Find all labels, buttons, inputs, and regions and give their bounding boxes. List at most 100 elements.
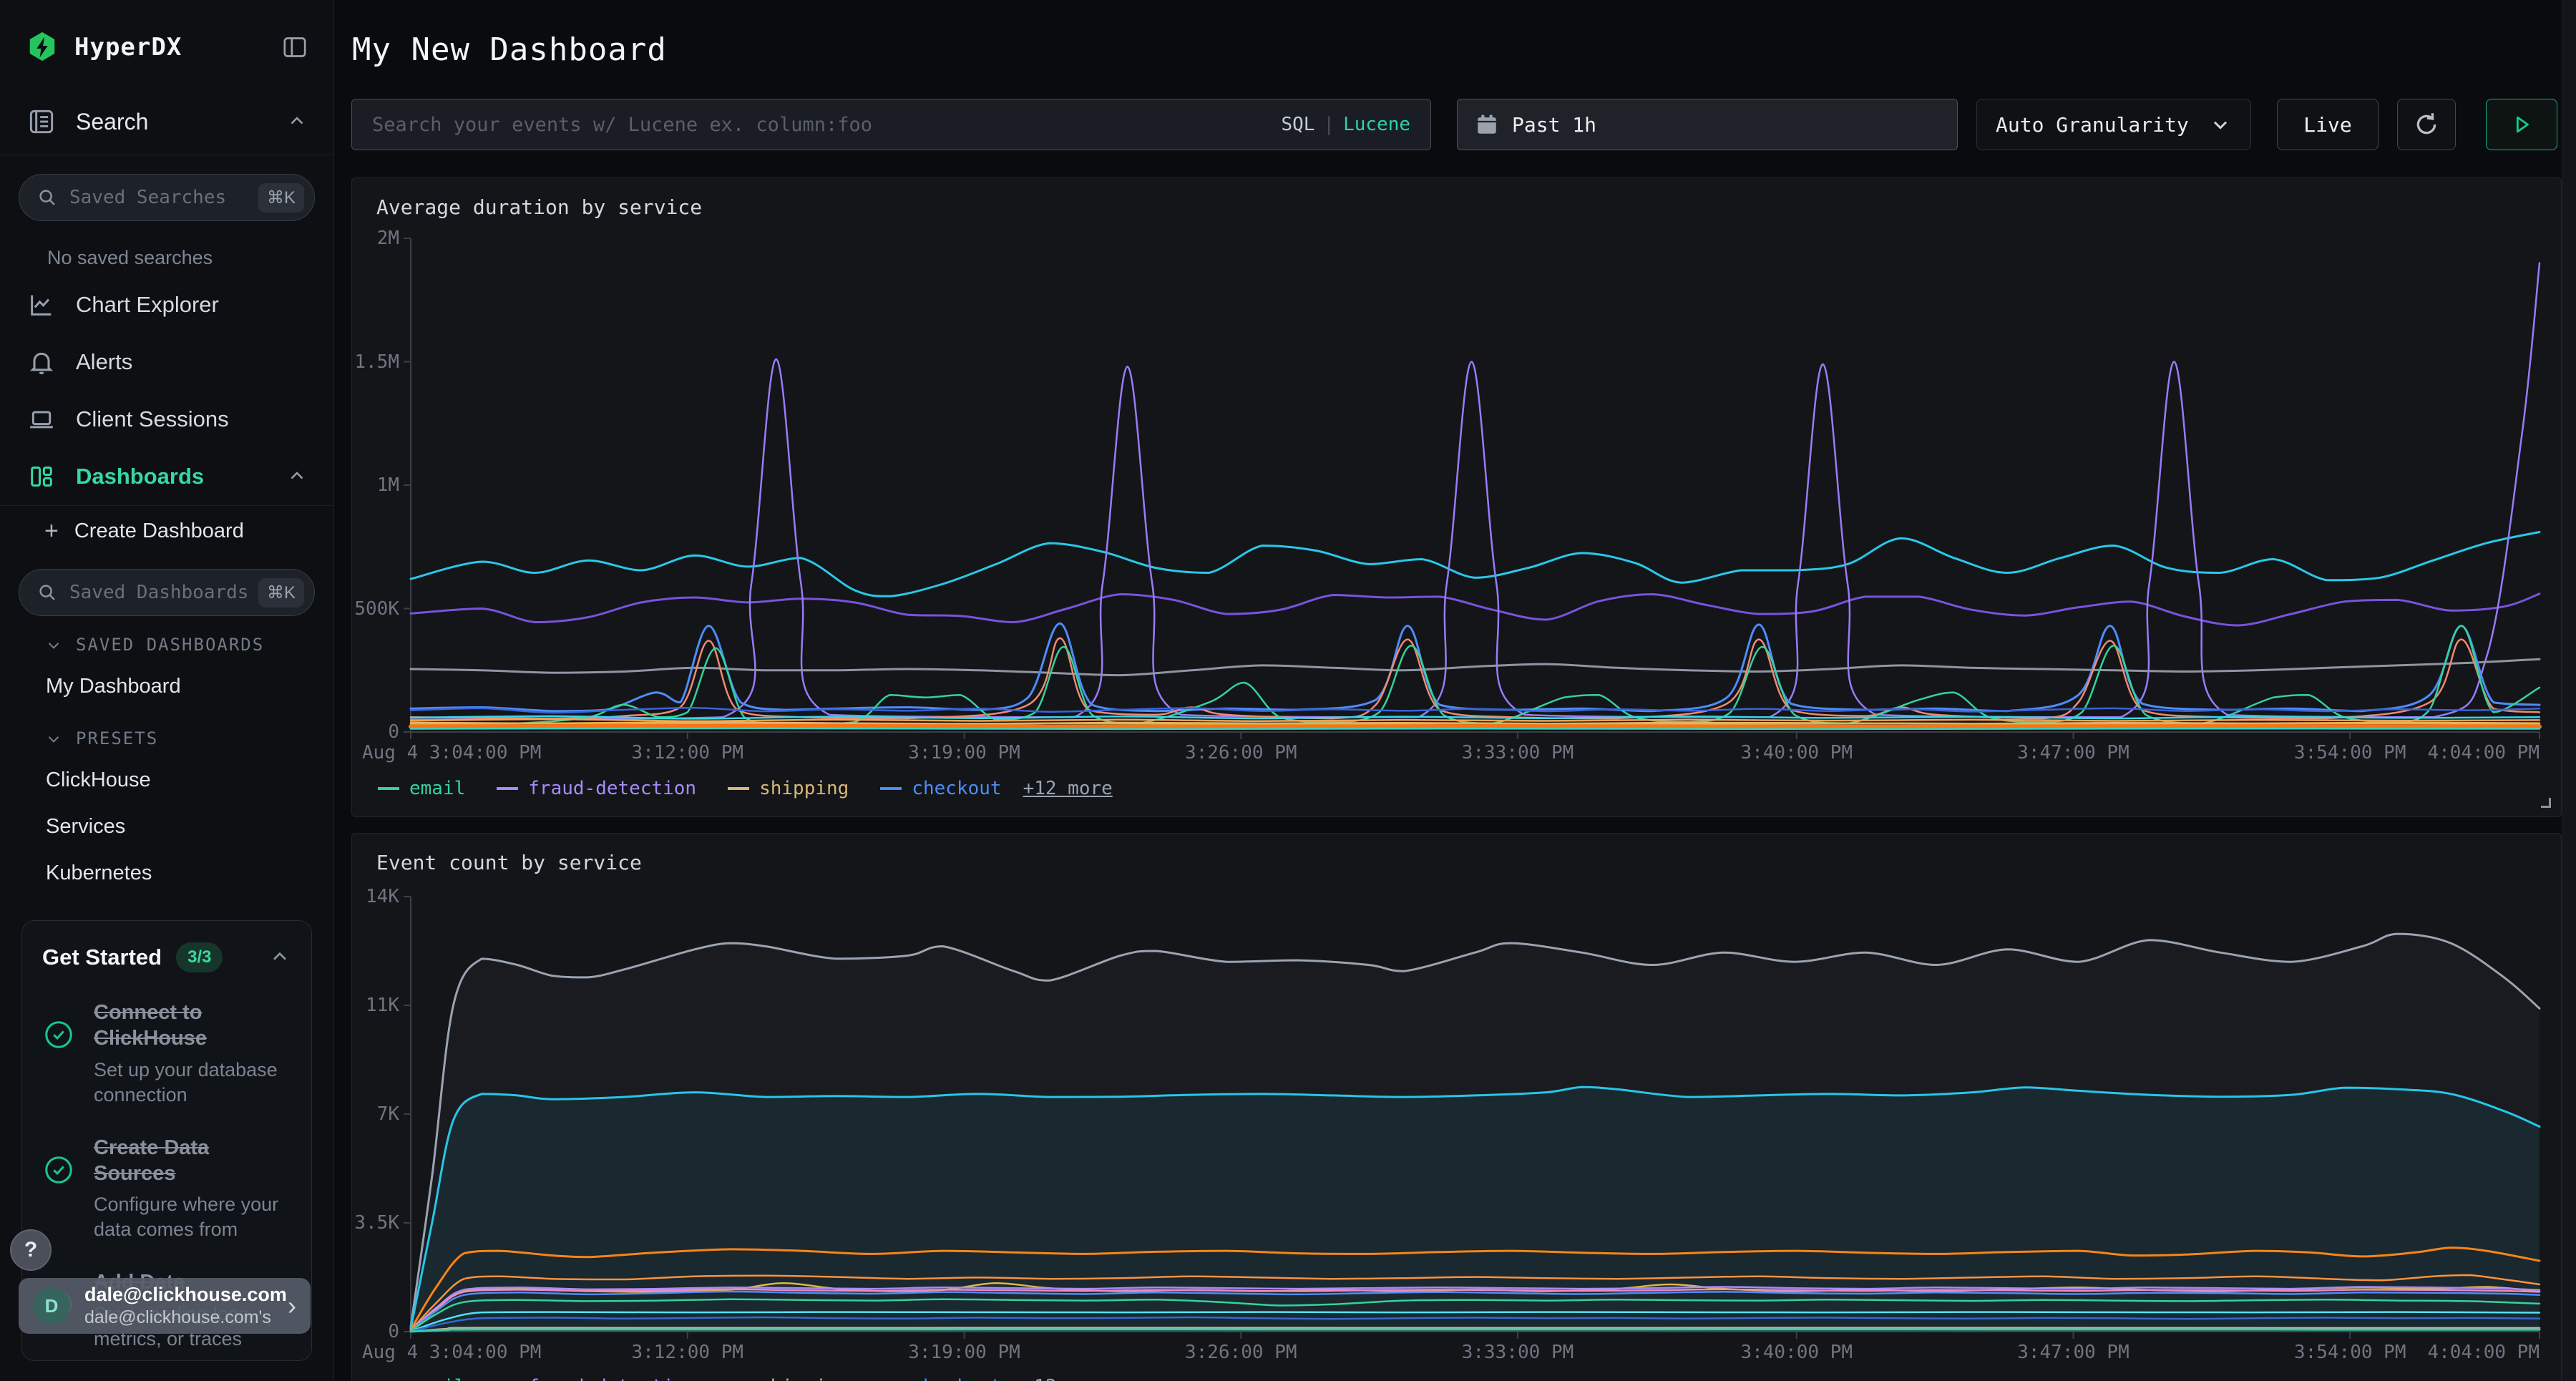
line-chart xyxy=(411,897,2540,1332)
get-started-item[interactable]: Connect to ClickHouse Set up your databa… xyxy=(42,1000,291,1108)
presets-header[interactable]: PRESETS xyxy=(0,710,333,757)
series-unlabeled-cyan xyxy=(411,532,2540,597)
legend-label: checkout xyxy=(912,778,1001,799)
presets-header-label: PRESETS xyxy=(76,728,158,748)
x-axis-tick-label: 3:40:00 PM xyxy=(1740,742,1853,763)
legend-dash xyxy=(880,787,902,790)
chevron-right-icon: › xyxy=(288,1291,296,1321)
legend-item-shipping[interactable]: shipping xyxy=(728,1376,849,1381)
x-axis-tick-label: 3:26:00 PM xyxy=(1185,1342,1297,1363)
x-axis-tick-label: 3:26:00 PM xyxy=(1185,742,1297,763)
legend-dash xyxy=(497,787,518,790)
refresh-button[interactable] xyxy=(2397,99,2456,150)
help-button[interactable]: ? xyxy=(10,1229,52,1271)
legend-item-checkout[interactable]: checkout xyxy=(880,778,1001,799)
sidebar-section-search[interactable]: Search xyxy=(0,89,333,155)
dashboards-label: Dashboards xyxy=(76,464,204,489)
y-axis-tick-label: 500K xyxy=(352,598,399,620)
search-section-icon xyxy=(26,106,57,137)
x-axis-tick-label: 3:12:00 PM xyxy=(631,742,743,763)
chevron-up-icon[interactable] xyxy=(268,946,291,969)
sidebar-item-kubernetes[interactable]: Kubernetes xyxy=(0,850,333,897)
y-axis-tick-label: 0 xyxy=(352,721,399,743)
page-title[interactable]: My New Dashboard xyxy=(352,31,667,68)
check-circle-icon xyxy=(42,1153,75,1243)
x-axis-tick-label: 3:54:00 PM xyxy=(2294,742,2406,763)
legend-item-email[interactable]: email xyxy=(378,1376,465,1381)
series-unlabeled-purple xyxy=(411,594,2540,625)
app-title: HyperDX xyxy=(74,33,182,62)
legend-item-checkout[interactable]: checkout xyxy=(880,1376,1001,1381)
sidebar-item-services[interactable]: Services xyxy=(0,804,333,850)
bell-icon xyxy=(26,348,57,376)
live-button[interactable]: Live xyxy=(2277,99,2379,150)
sidebar-item-client-sessions[interactable]: Client Sessions xyxy=(0,391,333,448)
saved-searches-placeholder: Saved Searches xyxy=(69,187,226,208)
sidebar-item-alerts[interactable]: Alerts xyxy=(0,333,333,391)
hyperdx-logo-icon xyxy=(26,30,59,64)
get-started-item[interactable]: Create Data Sources Configure where your… xyxy=(42,1135,291,1243)
y-axis-tick-label: 1.5M xyxy=(352,351,399,373)
time-range-value: Past 1h xyxy=(1512,113,1596,137)
sidebar-collapse-icon[interactable] xyxy=(280,33,309,62)
shortcut-badge: ⌘K xyxy=(258,578,304,607)
sidebar-item-chart-explorer[interactable]: Chart Explorer xyxy=(0,276,333,333)
y-axis-tick-label: 2M xyxy=(352,228,399,249)
saved-searches-input[interactable]: Saved Searches ⌘K xyxy=(19,174,315,221)
sidebar: HyperDX Search Saved Searches ⌘K No save… xyxy=(0,0,334,1381)
check-circle-icon xyxy=(42,1018,75,1108)
y-axis-tick-label: 7K xyxy=(352,1103,399,1125)
sidebar-item-clickhouse[interactable]: ClickHouse xyxy=(0,757,333,804)
saved-dashboards-input[interactable]: Saved Dashboards ⌘K xyxy=(19,569,315,616)
time-range-picker[interactable]: Past 1h xyxy=(1457,99,1958,150)
plus-icon: + xyxy=(44,519,59,543)
run-query-button[interactable] xyxy=(2486,99,2557,150)
create-dashboard-label: Create Dashboard xyxy=(74,519,244,543)
legend-label: shipping xyxy=(759,778,849,799)
sql-mode-toggle[interactable]: SQL xyxy=(1281,114,1314,135)
x-axis-tick-label: 3:12:00 PM xyxy=(631,1342,743,1363)
play-icon xyxy=(2509,112,2534,137)
panel-resize-handle[interactable] xyxy=(2541,798,2551,808)
lucene-mode-toggle[interactable]: Lucene xyxy=(1343,114,1410,135)
series-unlabeled-blue xyxy=(411,708,2540,713)
legend-item-fraud-detection[interactable]: fraud-detection xyxy=(497,778,696,799)
chevron-down-icon xyxy=(44,729,63,748)
chart-legend: email fraud-detection shipping checkout +12 … xyxy=(378,778,1113,799)
x-axis-tick-label: 3:54:00 PM xyxy=(2294,1342,2406,1363)
sidebar-item-dashboards[interactable]: Dashboards xyxy=(0,448,333,505)
shortcut-badge: ⌘K xyxy=(258,183,304,213)
chart-panel-average-duration[interactable]: Average duration by service emailfraud-d… xyxy=(351,177,2562,817)
legend-item-fraud-detection[interactable]: fraud-detection xyxy=(497,1376,696,1381)
chart-explorer-icon xyxy=(26,291,57,319)
legend-more-link[interactable]: +12 more xyxy=(1023,778,1113,799)
get-started-item-desc: Configure where your data comes from xyxy=(94,1192,291,1242)
x-axis-tick-label: Aug 4 3:04:00 PM xyxy=(362,742,541,763)
sidebar-item-my-dashboard[interactable]: My Dashboard xyxy=(0,663,333,710)
chevron-up-icon xyxy=(286,466,308,487)
user-menu[interactable]: D dale@clickhouse.com dale@clickhouse.co… xyxy=(19,1278,311,1334)
series-unlabeled-orange-thick xyxy=(411,726,2540,727)
x-axis-tick-label: 3:33:00 PM xyxy=(1462,742,1574,763)
get-started-item-title: Create Data Sources xyxy=(94,1135,291,1187)
legend-item-email[interactable]: email xyxy=(378,778,465,799)
scrollbar[interactable] xyxy=(2562,0,2576,1381)
legend-item-shipping[interactable]: shipping xyxy=(728,778,849,799)
create-dashboard-button[interactable]: + Create Dashboard xyxy=(0,506,333,556)
chevron-down-icon xyxy=(44,635,63,654)
legend-more-link[interactable]: +12 more xyxy=(1023,1376,1113,1381)
x-axis-tick-label: 3:47:00 PM xyxy=(2017,1342,2129,1363)
y-axis-tick-label: 1M xyxy=(352,474,399,496)
chart-title: Event count by service xyxy=(376,851,642,874)
event-search-input[interactable]: Search your events w/ Lucene ex. column:… xyxy=(351,99,1431,150)
granularity-select[interactable]: Auto Granularity xyxy=(1976,99,2251,150)
chevron-up-icon xyxy=(286,111,308,132)
x-axis-tick-label: 3:47:00 PM xyxy=(2017,742,2129,763)
saved-dashboards-header[interactable]: SAVED DASHBOARDS xyxy=(0,616,333,663)
series-unlabeled-teal xyxy=(411,728,2540,729)
legend-label: fraud-detection xyxy=(528,778,696,799)
chart-panel-event-count[interactable]: Event count by service email fraud-detect… xyxy=(351,833,2562,1381)
user-subtitle: dale@clickhouse.com's xyxy=(84,1307,287,1328)
search-icon xyxy=(36,582,58,603)
line-chart xyxy=(411,238,2540,732)
